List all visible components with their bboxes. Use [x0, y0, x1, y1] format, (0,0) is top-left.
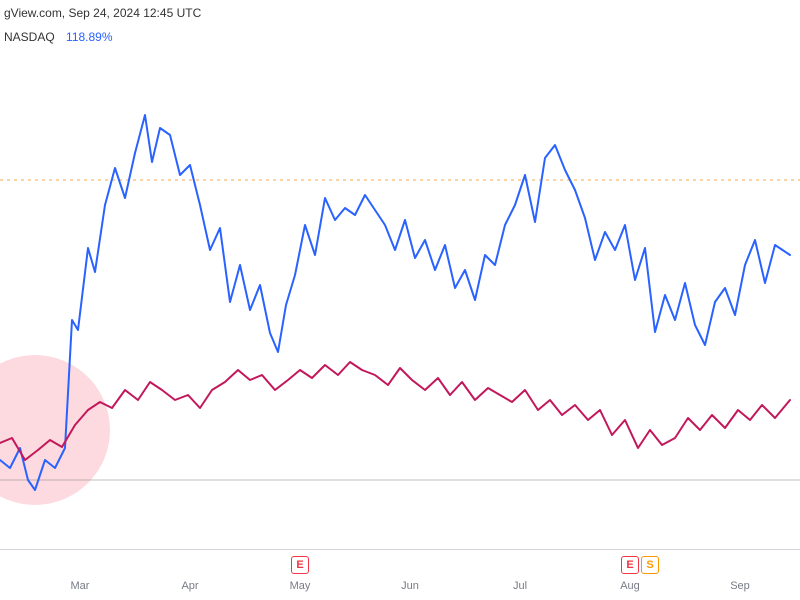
- x-tick-label: Jun: [401, 580, 419, 592]
- legend-symbol-name: NASDAQ: [4, 30, 55, 44]
- plot-svg: [0, 50, 800, 550]
- plot-area[interactable]: [0, 50, 800, 550]
- x-tick-label: Jul: [513, 580, 527, 592]
- x-tick-label: Mar: [71, 580, 90, 592]
- x-tick-label: May: [290, 580, 311, 592]
- x-tick-label: Aug: [620, 580, 640, 592]
- chart-container: gView.com, Sep 24, 2024 12:45 UTC NASDAQ…: [0, 0, 800, 600]
- split-event-icon[interactable]: S: [641, 556, 659, 574]
- x-tick-label: Apr: [181, 580, 198, 592]
- x-tick-label: Sep: [730, 580, 750, 592]
- earnings-event-icon[interactable]: E: [621, 556, 639, 574]
- source-timestamp: gView.com, Sep 24, 2024 12:45 UTC: [4, 6, 201, 20]
- legend[interactable]: NASDAQ 118.89%: [4, 30, 113, 44]
- earnings-event-icon[interactable]: E: [291, 556, 309, 574]
- legend-value: 118.89%: [66, 30, 112, 44]
- x-axis: MarAprMayJunJulAugSepEES: [0, 549, 800, 600]
